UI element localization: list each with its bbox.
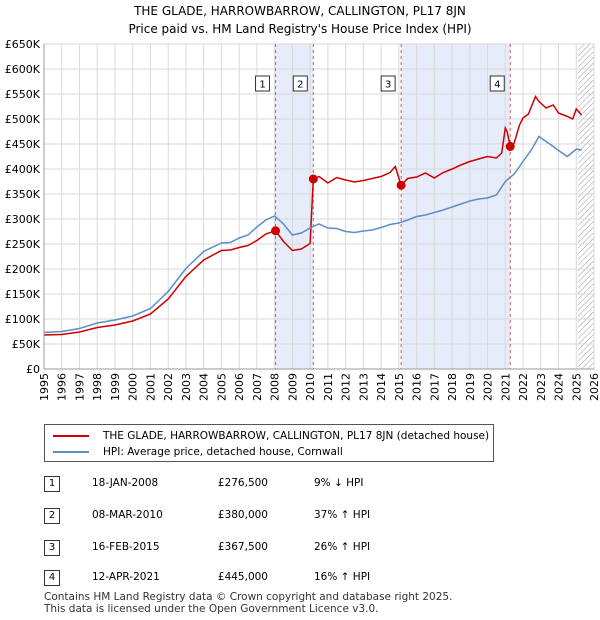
- hpi-line: [43, 135, 582, 334]
- transaction-date: 08-MAR-2010: [92, 509, 163, 521]
- legend-label-hpi: HPI: Average price, detached house, Corn…: [103, 446, 343, 458]
- x-tick-label: 2007: [251, 373, 264, 401]
- transaction-date: 16-FEB-2015: [92, 541, 160, 553]
- transaction-price: £380,000: [217, 509, 268, 521]
- chart-subtitle: Price paid vs. HM Land Registry's House …: [128, 22, 472, 36]
- x-tick-label: 2016: [411, 373, 424, 401]
- y-tick-label: £400K: [5, 163, 41, 176]
- x-tick-label: 1998: [91, 373, 104, 401]
- transaction-price: £367,500: [217, 541, 268, 553]
- x-tick-label: 2004: [198, 373, 211, 401]
- x-tick-label: 1999: [109, 373, 122, 401]
- event-marker-label: 1: [259, 80, 265, 91]
- sale-point: [308, 174, 318, 184]
- x-tick-label: 2011: [322, 373, 335, 401]
- event-marker-box: [489, 75, 505, 92]
- y-tick-label: £100K: [5, 313, 41, 326]
- transaction-hpi: 16% ↑ HPI: [314, 571, 371, 583]
- y-tick-label: £650K: [5, 38, 41, 51]
- transaction-date: 12-APR-2021: [92, 571, 160, 583]
- legend-swatch-red: [53, 435, 89, 437]
- y-tick-label: £500K: [5, 113, 41, 126]
- x-tick-label: 2020: [482, 373, 495, 401]
- event-marker-box: [292, 75, 308, 92]
- x-tick-label: 2002: [162, 373, 175, 401]
- transaction-number: 3: [44, 540, 60, 556]
- y-tick-label: £550K: [5, 88, 41, 101]
- x-tick-label: 2003: [180, 373, 193, 401]
- transaction-hpi: 37% ↑ HPI: [314, 509, 371, 521]
- footer-licence: This data is licensed under the Open Gov…: [44, 603, 379, 615]
- property-price-line: [43, 94, 583, 336]
- sale-point: [396, 180, 406, 190]
- x-tick-label: 1995: [38, 373, 51, 401]
- x-tick-label: 2021: [499, 373, 512, 401]
- x-tick-label: 2023: [535, 373, 548, 401]
- y-tick-label: £150K: [5, 288, 41, 301]
- x-tick-label: 2000: [127, 373, 140, 401]
- x-tick-label: 2026: [588, 373, 600, 401]
- sale-point: [505, 142, 515, 151]
- y-tick-label: £600K: [5, 63, 41, 76]
- x-tick-label: 2024: [553, 373, 566, 401]
- x-tick-label: 2006: [233, 373, 246, 401]
- chart-title: THE GLADE, HARROWBARROW, CALLINGTON, PL1…: [134, 4, 466, 18]
- transaction-number: 4: [44, 570, 60, 586]
- footer-copyright: Contains HM Land Registry data © Crown c…: [44, 591, 453, 603]
- transaction-hpi: 26% ↑ HPI: [314, 541, 371, 553]
- x-tick-label: 2005: [215, 373, 228, 401]
- x-tick-label: 1996: [56, 373, 69, 401]
- x-tick-label: 2009: [286, 373, 299, 401]
- transaction-number: 1: [44, 476, 60, 492]
- plot-area: [44, 44, 594, 369]
- x-tick-label: 2010: [304, 373, 317, 401]
- y-tick-label: £300K: [5, 213, 41, 226]
- x-tick-label: 2015: [393, 373, 406, 401]
- x-tick-label: 2014: [375, 373, 388, 401]
- event-marker-label: 3: [385, 80, 391, 91]
- y-tick-label: £350K: [5, 188, 41, 201]
- y-tick-label: £0: [26, 363, 40, 376]
- legend-label-property: THE GLADE, HARROWBARROW, CALLINGTON, PL1…: [103, 430, 490, 442]
- transaction-hpi: 9% ↓ HPI: [314, 477, 364, 489]
- price-chart: 1 2 3 4 £0 £50K £100K £150K £200K £250K £300K £350K…: [5, 38, 600, 401]
- event-marker-label: 4: [494, 80, 500, 91]
- y-tick-label: £200K: [5, 263, 41, 276]
- sale-span-shade: [275, 44, 314, 369]
- event-marker-label: 2: [297, 80, 303, 91]
- legend-item-hpi: HPI: Average price, detached house, Corn…: [53, 444, 343, 460]
- x-tick-label: 2018: [446, 373, 459, 401]
- x-tick-label: 2019: [464, 373, 477, 401]
- forecast-hatch: [578, 44, 594, 369]
- x-tick-label: 1997: [73, 373, 86, 401]
- x-tick-label: 2025: [570, 373, 583, 401]
- legend-item-property: THE GLADE, HARROWBARROW, CALLINGTON, PL1…: [53, 428, 489, 444]
- y-tick-label: £250K: [5, 238, 41, 251]
- transaction-date: 18-JAN-2008: [92, 477, 159, 489]
- transaction-number: 2: [44, 508, 60, 524]
- sale-point: [271, 226, 281, 236]
- legend-swatch-blue: [53, 451, 89, 453]
- event-marker-box: [255, 75, 271, 92]
- event-marker-box: [380, 75, 396, 92]
- x-tick-label: 2022: [517, 373, 530, 401]
- y-tick-label: £450K: [5, 138, 41, 151]
- x-tick-label: 2013: [357, 373, 370, 401]
- legend: THE GLADE, HARROWBARROW, CALLINGTON, PL1…: [44, 424, 494, 462]
- x-tick-label: 2008: [269, 373, 282, 401]
- x-tick-label: 2012: [340, 373, 353, 401]
- x-tick-label: 2001: [144, 373, 157, 401]
- x-tick-label: 2017: [428, 373, 441, 401]
- y-tick-label: £50K: [12, 338, 41, 351]
- transaction-price: £276,500: [217, 477, 268, 489]
- transaction-price: £445,000: [217, 571, 268, 583]
